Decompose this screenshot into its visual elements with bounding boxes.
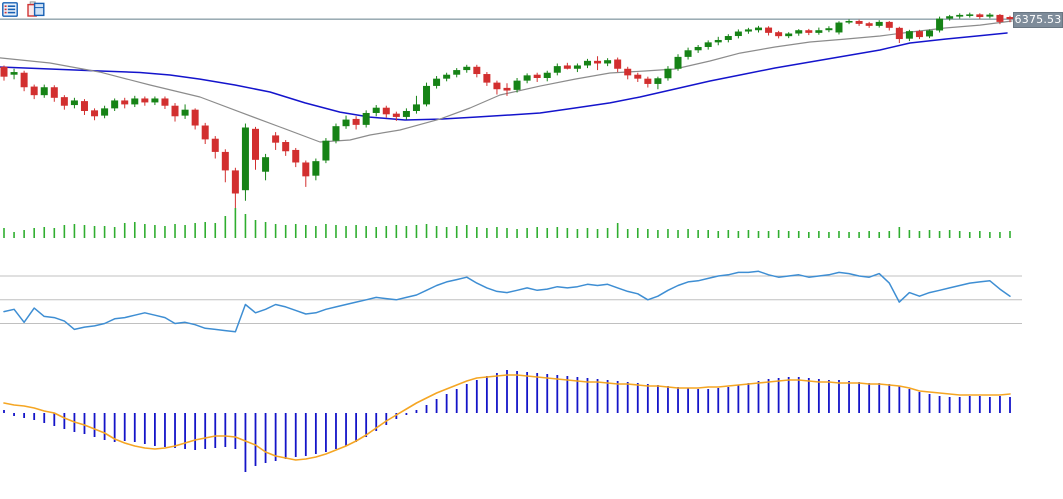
last-price-label: 6375.53 — [1013, 12, 1063, 28]
watchlist-button[interactable] — [2, 1, 20, 17]
price-panel — [0, 12, 1014, 209]
volume-panel — [3, 208, 1011, 238]
watchlist-icon — [2, 1, 18, 17]
candles — [0, 12, 1014, 209]
macd-panel — [3, 370, 1011, 472]
rsi-panel — [0, 270, 1022, 333]
toolbar — [2, 1, 45, 17]
cascade-windows-button[interactable] — [27, 1, 45, 17]
cascade-windows-icon — [27, 1, 45, 17]
